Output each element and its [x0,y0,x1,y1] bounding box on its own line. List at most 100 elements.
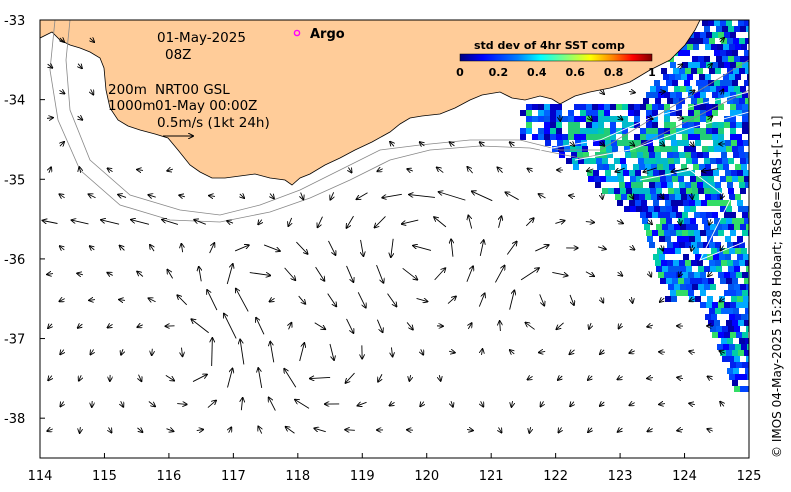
current-arrow [137,325,143,327]
current-arrow [91,89,94,94]
sst-cell [744,50,749,56]
sst-cell [708,20,714,26]
sst-cell [697,242,703,248]
sst-cell [700,272,706,278]
sst-cell [666,80,672,86]
sst-cell [733,308,739,314]
sst-cell [693,194,699,200]
sst-cell [738,206,744,212]
sst-cell [732,380,738,386]
current-arrow [510,142,515,146]
x-tick-label: 114 [28,469,53,484]
current-arrow [121,400,124,407]
sst-cell [580,116,586,122]
sst-cell [745,338,749,344]
sst-cell [738,146,744,152]
sst-cell [656,188,662,194]
sst-cell [629,170,635,176]
sst-cell [724,212,730,218]
sst-cell [650,158,656,164]
x-tick-label: 117 [221,469,246,484]
sst-cell [720,146,726,152]
sst-cell [701,200,707,206]
sst-cell [729,194,735,200]
sst-cell [728,266,734,272]
current-arrow [402,219,419,224]
sst-cell [654,80,660,86]
sst-cell [582,146,588,152]
sst-cell [678,218,684,224]
sst-cell [718,272,724,278]
sst-cell [664,122,670,128]
current-arrow [288,217,291,226]
depth-1000-label: 1000m [108,98,156,114]
current-arrow [569,350,575,354]
sst-cell [668,188,674,194]
sst-cell [732,320,738,326]
sst-cell [730,122,736,128]
sst-cell [716,224,722,230]
current-arrow [402,267,418,279]
sst-cell [642,206,648,212]
sst-cell [735,74,741,80]
sst-cell [566,158,572,164]
sst-cell [730,110,736,116]
current-arrow [391,238,393,257]
current-arrow [679,271,682,276]
sst-cell [722,26,728,32]
sst-cell [692,158,698,164]
sst-cell [700,290,706,296]
sst-cell [654,176,660,182]
sst-cell [712,332,718,338]
current-arrow [649,271,651,277]
sst-cell [575,140,581,146]
sst-cell [721,38,727,44]
sst-cell [670,122,676,128]
sst-cell [721,338,727,344]
sst-cell [726,176,732,182]
sst-cell [652,230,658,236]
sst-cell [646,122,652,128]
sst-cell [721,260,727,266]
sst-cell [610,128,616,134]
sst-cell [709,308,715,314]
sst-cell [704,266,710,272]
sst-cell [668,266,674,272]
sst-cell [697,260,703,266]
sst-cell [705,194,711,200]
current-arrow [139,374,142,382]
sst-cell [728,188,734,194]
sst-cell [550,122,556,128]
sst-cell [688,116,694,122]
sst-cell [586,110,592,116]
sst-cell [740,158,746,164]
current-arrow [434,268,446,281]
sst-cell [734,326,740,332]
sst-cell [713,254,719,260]
sst-cell [739,152,745,158]
current-arrow [345,372,355,383]
sst-cell [564,146,570,152]
sst-cell [573,164,579,170]
sst-cell [732,278,738,284]
current-arrow [199,267,202,282]
sst-cell [559,152,565,158]
sst-cell [674,266,680,272]
current-arrow [406,322,413,329]
sst-cell [544,104,550,110]
sst-cell [725,254,731,260]
current-arrow [209,243,215,254]
sst-cell [572,158,578,164]
sst-cell [688,272,694,278]
current-arrow [47,274,54,275]
sst-cell [586,128,592,134]
sst-cell [693,164,699,170]
current-arrow [78,324,83,328]
sst-cell [617,140,623,146]
sst-cell [544,128,550,134]
sst-cell [600,176,606,182]
sst-cell [682,272,688,278]
current-arrow [107,324,113,327]
current-arrow [560,114,561,121]
